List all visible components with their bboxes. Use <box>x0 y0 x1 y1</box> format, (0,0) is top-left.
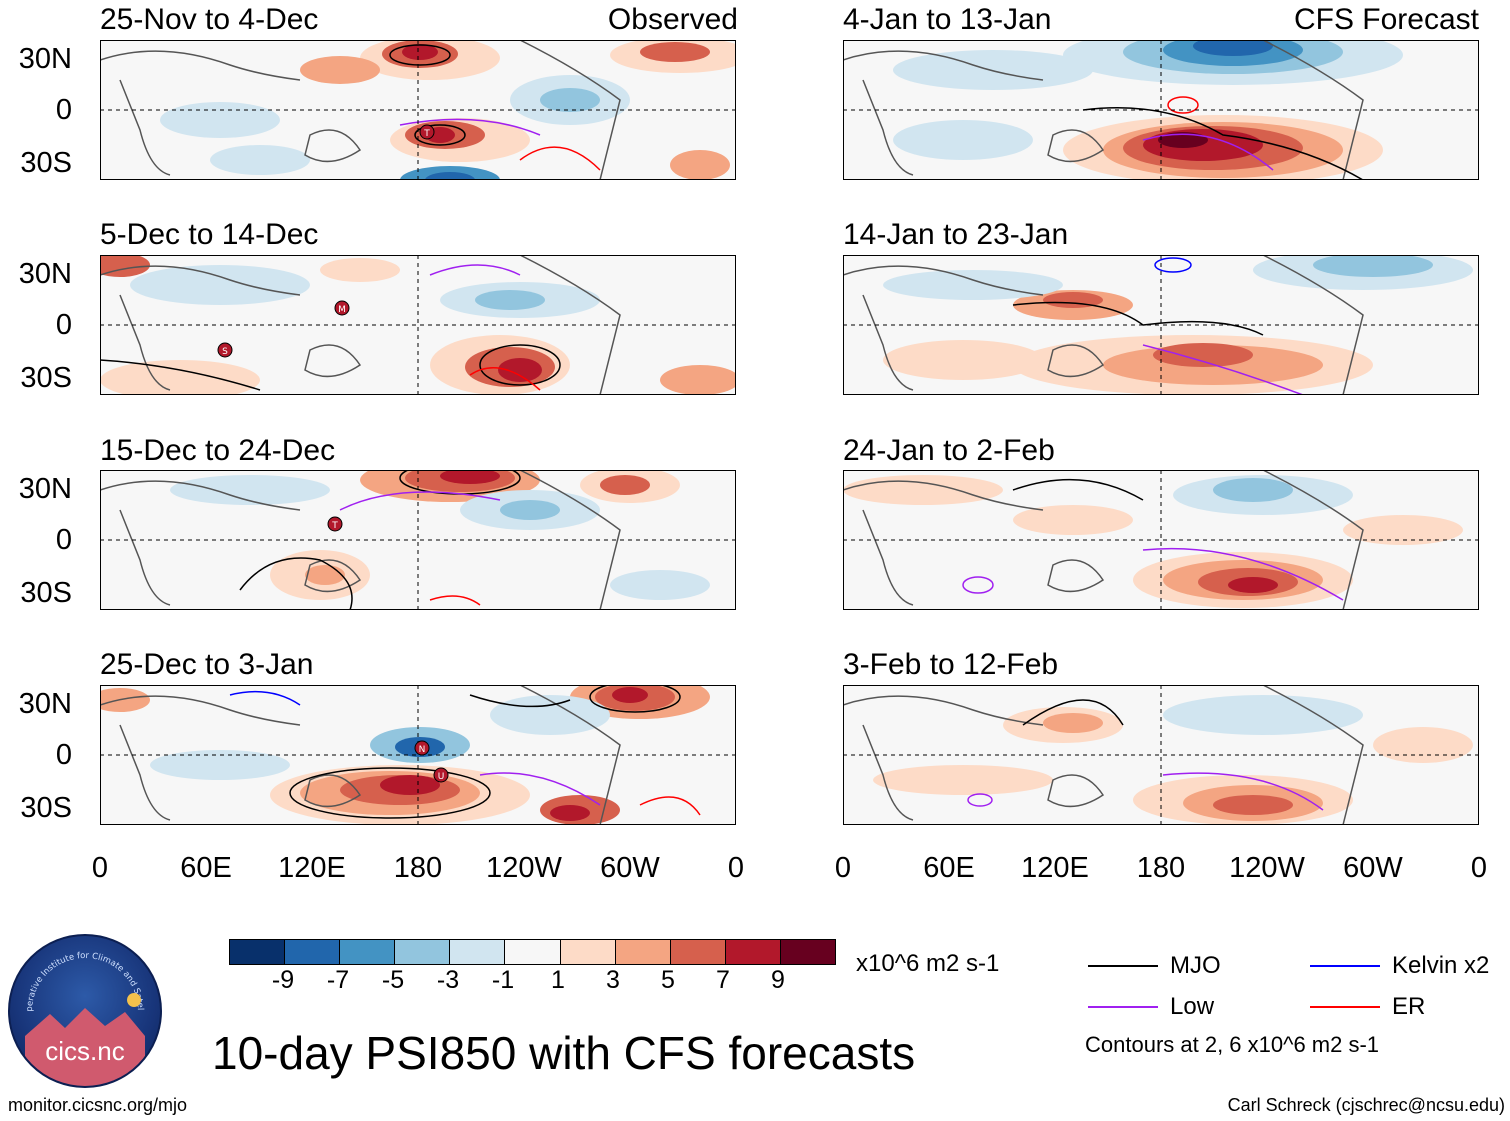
lon-label-0-end: 0 <box>1470 852 1488 884</box>
lat-label-30s: 30S <box>20 792 72 824</box>
colorbar-label: -5 <box>381 966 405 994</box>
panel-tag-observed: Observed <box>607 3 738 36</box>
lon-label-120e: 120E <box>278 852 346 884</box>
svg-text:Cooperative Institute for Clim: Cooperative Institute for Climate and Sa… <box>10 936 145 1012</box>
map-panel-l3: T <box>100 470 736 610</box>
legend-label-er: ER <box>1392 993 1426 1020</box>
lat-label-0: 0 <box>55 309 72 341</box>
panel-title-r3: 24-Jan to 2-Feb <box>843 434 1055 467</box>
colorbar-label: -3 <box>436 966 460 994</box>
legend-line-low <box>1088 1006 1158 1008</box>
colorbar-swatch <box>450 940 506 964</box>
lat-label-0: 0 <box>55 739 72 771</box>
legend-line-mjo <box>1088 965 1158 967</box>
legend-line-er <box>1310 1006 1380 1008</box>
lat-label-30s: 30S <box>20 362 72 394</box>
lat-label-30n: 30N <box>18 43 72 75</box>
legend-label-kelvin: Kelvin x2 <box>1392 952 1490 979</box>
colorbar-swatch <box>505 940 561 964</box>
colorbar-swatch <box>780 940 836 964</box>
lon-label-60e: 60E <box>180 852 232 884</box>
colorbar-swatch <box>560 940 616 964</box>
colorbar-label: -9 <box>271 966 295 994</box>
map-panel-r4 <box>843 685 1479 825</box>
logo-graphic: Cooperative Institute for Climate and Sa… <box>10 936 145 1086</box>
lon-label-180: 180 <box>393 852 443 884</box>
lon-label-60e: 60E <box>923 852 975 884</box>
footer-credit: Carl Schreck (cjschrec@ncsu.edu) <box>1227 1095 1505 1115</box>
panel-title-r4: 3-Feb to 12-Feb <box>843 648 1059 681</box>
colorbar-label: 1 <box>551 966 565 994</box>
lon-label-60w: 60W <box>600 852 660 884</box>
colorbar-swatch <box>230 940 286 964</box>
legend-label-low: Low <box>1170 993 1215 1020</box>
panel-title-l1: 25-Nov to 4-Dec <box>100 3 319 36</box>
colorbar <box>229 939 836 965</box>
lat-label-30s: 30S <box>20 147 72 179</box>
lat-label-30n: 30N <box>18 258 72 290</box>
map-panel-l2: M S <box>100 255 736 395</box>
storm-marker-u: U <box>438 772 445 782</box>
panel-title-l2: 5-Dec to 14-Dec <box>100 218 319 251</box>
colorbar-label: -1 <box>491 966 515 994</box>
storm-marker-t2: T <box>331 521 338 531</box>
lat-label-30s: 30S <box>20 577 72 609</box>
figure-title: 10-day PSI850 with CFS forecasts <box>212 1027 916 1079</box>
colorbar-swatch <box>285 940 341 964</box>
legend-line-kelvin <box>1310 965 1380 967</box>
lon-label-180: 180 <box>1136 852 1186 884</box>
colorbar-label: 7 <box>716 966 730 994</box>
colorbar-label: 5 <box>661 966 675 994</box>
panel-title-r2: 14-Jan to 23-Jan <box>843 218 1069 251</box>
storm-marker-s: S <box>222 347 228 357</box>
lon-label-0: 0 <box>91 852 109 884</box>
lat-label-0: 0 <box>55 94 72 126</box>
colorbar-swatch <box>670 940 726 964</box>
storm-marker-m: M <box>338 305 346 315</box>
map-panel-r3 <box>843 470 1479 610</box>
map-panel-l4: N U <box>100 685 736 825</box>
colorbar-label: 9 <box>771 966 785 994</box>
colorbar-swatch <box>340 940 396 964</box>
map-panel-r2 <box>843 255 1479 395</box>
colorbar-swatch <box>725 940 781 964</box>
storm-marker-n: N <box>419 745 426 755</box>
storm-marker-t: T <box>423 129 430 139</box>
legend-note: Contours at 2, 6 x10^6 m2 s-1 <box>1085 1032 1380 1057</box>
panel-title-r1: 4-Jan to 13-Jan <box>843 3 1052 36</box>
lon-label-120w: 120W <box>486 852 562 884</box>
lon-label-120e: 120E <box>1021 852 1089 884</box>
lon-label-60w: 60W <box>1343 852 1403 884</box>
lon-label-0-end: 0 <box>727 852 745 884</box>
panel-title-l3: 15-Dec to 24-Dec <box>100 434 336 467</box>
colorbar-units: x10^6 m2 s-1 <box>856 950 1000 977</box>
map-panel-l1: T <box>100 40 736 180</box>
colorbar-swatch <box>395 940 451 964</box>
panel-tag-cfs-forecast: CFS Forecast <box>1293 3 1479 36</box>
legend-label-mjo: MJO <box>1170 952 1221 979</box>
lat-label-30n: 30N <box>18 688 72 720</box>
colorbar-label: -7 <box>326 966 350 994</box>
colorbar-label: 3 <box>606 966 620 994</box>
logo-text: cics.nc <box>45 1036 125 1066</box>
footer-url[interactable]: monitor.cicsnc.org/mjo <box>8 1095 188 1115</box>
lon-label-0: 0 <box>834 852 852 884</box>
lat-label-0: 0 <box>55 524 72 556</box>
logo-arc-text: Cooperative Institute for Climate and Sa… <box>10 936 145 1012</box>
map-panel-r1 <box>843 40 1479 180</box>
colorbar-swatch <box>615 940 671 964</box>
cics-logo: Cooperative Institute for Climate and Sa… <box>8 934 162 1088</box>
panel-title-l4: 25-Dec to 3-Jan <box>100 648 314 681</box>
lat-label-30n: 30N <box>18 473 72 505</box>
lon-label-120w: 120W <box>1229 852 1305 884</box>
